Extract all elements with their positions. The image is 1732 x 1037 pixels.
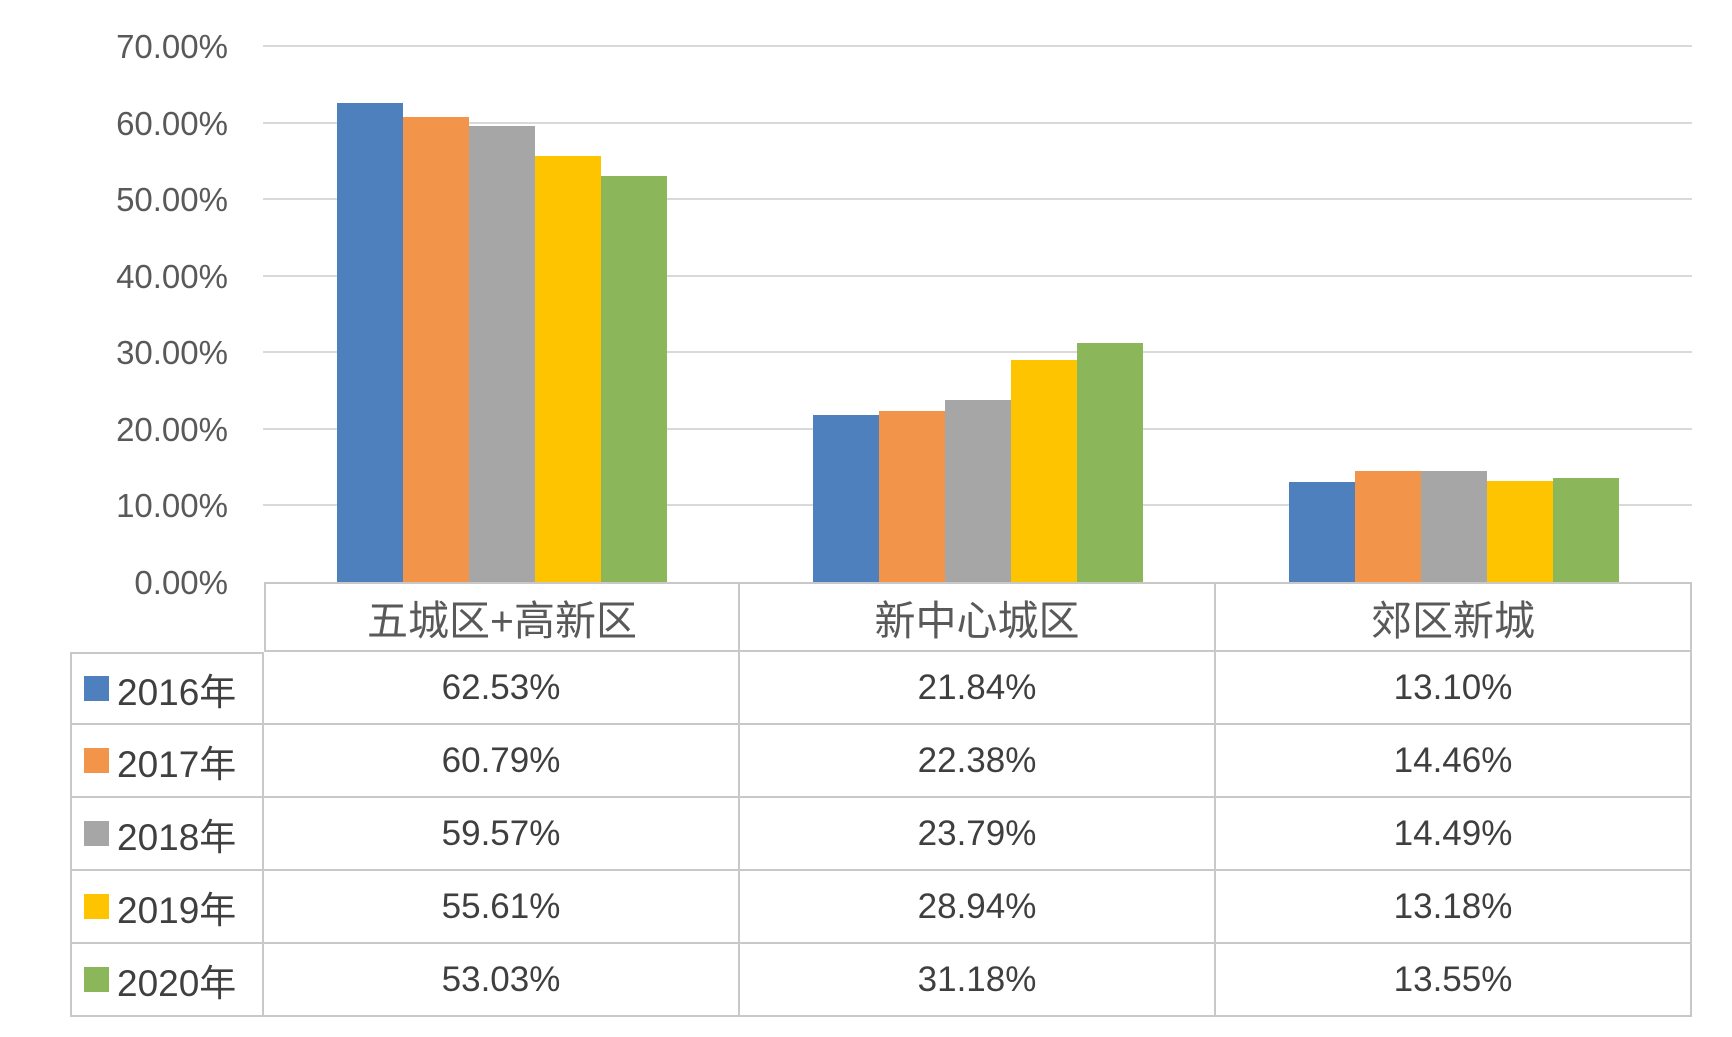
- gridline: [263, 45, 1692, 47]
- category-header-cell: 五城区+高新区: [264, 582, 740, 652]
- series-label: 2016年: [117, 671, 237, 713]
- y-axis-tick-label: 70.00%: [116, 28, 228, 65]
- legend-cell-2016年: 2016年: [70, 652, 264, 725]
- y-axis-tick-label: 50.00%: [116, 181, 228, 219]
- legend-swatch-icon: [84, 821, 109, 846]
- bar-2019年-五城区+高新区: [535, 156, 601, 582]
- value-cell: 14.49%: [1216, 798, 1692, 871]
- category-header-cell: 新中心城区: [740, 582, 1216, 652]
- series-label: 2018年: [117, 816, 237, 858]
- gridline: [263, 198, 1692, 201]
- bar-2018年-五城区+高新区: [469, 125, 535, 582]
- value-cell: 22.38%: [740, 725, 1216, 798]
- gridline: [263, 274, 1692, 277]
- legend-swatch-icon: [84, 967, 109, 992]
- bar-2017年-五城区+高新区: [403, 116, 469, 582]
- value-cell: 14.46%: [1216, 725, 1692, 798]
- value-cell: 23.79%: [740, 798, 1216, 871]
- bar-2020年-新中心城区: [1077, 343, 1143, 582]
- value-cell: 31.18%: [740, 944, 1216, 1017]
- value-cell: 13.10%: [1216, 652, 1692, 725]
- category-header-cell: 郊区新城: [1216, 582, 1692, 652]
- value-cell: 60.79%: [264, 725, 740, 798]
- value-cell: 13.18%: [1216, 871, 1692, 944]
- bar-2018年-郊区新城: [1421, 471, 1487, 582]
- bar-2020年-郊区新城: [1553, 478, 1619, 582]
- value-cell: 62.53%: [264, 652, 740, 725]
- value-cell: 55.61%: [264, 871, 740, 944]
- bar-2016年-郊区新城: [1289, 481, 1355, 582]
- legend-cell-2020年: 2020年: [70, 944, 264, 1017]
- bar-2020年-五城区+高新区: [601, 175, 667, 582]
- bar-2018年-新中心城区: [945, 399, 1011, 582]
- bar-2019年-郊区新城: [1487, 481, 1553, 582]
- gridline: [263, 351, 1692, 354]
- legend-swatch-icon: [84, 676, 109, 701]
- y-axis-tick-label: 40.00%: [116, 257, 228, 295]
- value-cell: 21.84%: [740, 652, 1216, 725]
- y-axis-tick-label: 30.00%: [116, 334, 228, 372]
- y-axis-tick-label: 10.00%: [116, 487, 228, 525]
- bar-2016年-新中心城区: [813, 414, 879, 582]
- series-label: 2019年: [117, 889, 237, 931]
- value-cell: 28.94%: [740, 871, 1216, 944]
- series-label: 2020年: [117, 962, 237, 1004]
- y-axis-tick-label: 20.00%: [116, 410, 228, 448]
- legend-swatch-icon: [84, 894, 109, 919]
- value-cell: 53.03%: [264, 944, 740, 1017]
- y-axis-tick-label: 60.00%: [116, 104, 228, 142]
- bar-2017年-郊区新城: [1355, 471, 1421, 582]
- legend-cell-2018年: 2018年: [70, 798, 264, 871]
- legend-cell-2017年: 2017年: [70, 725, 264, 798]
- series-label: 2017年: [117, 743, 237, 785]
- y-axis-tick-label: 0.00%: [134, 564, 228, 601]
- gridline: [263, 121, 1692, 124]
- bar-2016年-五城区+高新区: [337, 103, 403, 582]
- value-cell: 13.55%: [1216, 944, 1692, 1017]
- legend-swatch-icon: [84, 748, 109, 773]
- value-cell: 59.57%: [264, 798, 740, 871]
- bar-2017年-新中心城区: [879, 410, 945, 582]
- legend-cell-2019年: 2019年: [70, 871, 264, 944]
- bar-2019年-新中心城区: [1011, 360, 1077, 582]
- table-corner-empty-cell: [70, 582, 264, 652]
